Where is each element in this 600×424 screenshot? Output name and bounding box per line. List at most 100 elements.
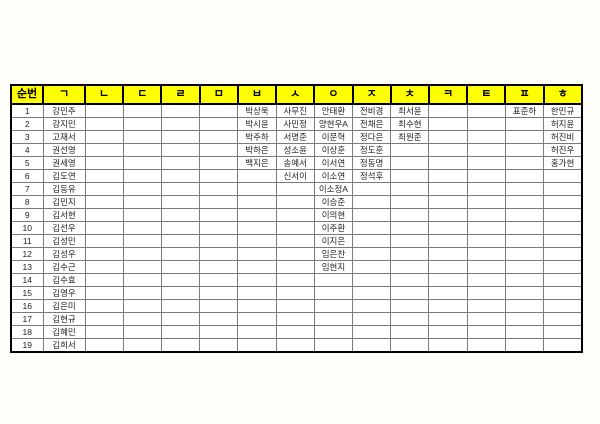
table-row: 8 김민지 이승준 (10, 195, 583, 209)
row-number-cell: 15 (10, 286, 44, 300)
name-cell (352, 299, 392, 313)
row-number-cell: 10 (10, 221, 44, 235)
name-cell (237, 286, 277, 300)
name-cell (199, 299, 239, 313)
name-cell (466, 286, 506, 300)
name-cell (352, 195, 392, 209)
column-header-consonant: ㄹ (160, 84, 201, 105)
name-cell (390, 247, 430, 261)
name-cell (390, 273, 430, 287)
name-cell: 김수근 (42, 260, 86, 274)
name-cell (122, 286, 162, 300)
name-cell (237, 195, 277, 209)
name-cell (160, 221, 201, 235)
table-row: 1 강민주 박상욱 사무진 안태환 전비경 최서윤 표준하 한민규 (10, 103, 583, 118)
name-cell (504, 169, 545, 183)
name-cell (122, 156, 162, 170)
name-cell (275, 286, 315, 300)
name-cell (160, 325, 201, 339)
name-cell (122, 143, 162, 157)
name-cell (84, 195, 124, 209)
name-cell (543, 195, 583, 209)
name-cell (390, 208, 430, 222)
name-cell: 김희서 (42, 338, 86, 353)
name-cell (466, 260, 506, 274)
name-cell: 권선영 (42, 143, 86, 157)
name-cell (466, 117, 506, 131)
name-cell (122, 312, 162, 326)
table-row: 3 고재서 박주하 서명준 이문혁 정다은 최원준 허진비 (10, 130, 583, 144)
table-row: 2 강지민 박시윤 사민정 양현우A 전채은 최수현 허지윤 (10, 117, 583, 131)
name-cell (199, 143, 239, 157)
name-cell (84, 286, 124, 300)
column-header-consonant: ㅁ (198, 84, 239, 105)
name-cell (428, 156, 468, 170)
name-cell: 김현규 (42, 312, 86, 326)
name-cell (504, 117, 545, 131)
name-cell (275, 221, 315, 235)
name-cell (199, 312, 239, 326)
name-cell: 최수현 (390, 117, 430, 131)
name-cell (543, 325, 583, 339)
name-cell: 백지은 (237, 156, 277, 170)
name-cell (275, 234, 315, 248)
column-header-consonant: ㄷ (122, 84, 163, 105)
row-number-cell: 6 (10, 169, 44, 183)
name-cell (504, 182, 545, 196)
name-cell (466, 247, 506, 261)
name-cell (504, 260, 545, 274)
name-cell (313, 312, 354, 326)
name-cell (84, 260, 124, 274)
name-cell (428, 103, 468, 118)
name-cell (428, 299, 468, 313)
name-cell (84, 130, 124, 144)
table-row: 4 권선영 박하은 성소윤 이상훈 정도훈 허진우 (10, 143, 583, 157)
name-cell: 김성우 (42, 247, 86, 261)
column-header-consonant: ㅂ (236, 84, 278, 105)
name-cell (543, 312, 583, 326)
name-cell (313, 273, 354, 287)
name-cell (199, 338, 239, 353)
name-cell: 박시윤 (237, 117, 277, 131)
name-cell (122, 169, 162, 183)
name-cell (237, 325, 277, 339)
name-cell (199, 325, 239, 339)
name-cell (543, 273, 583, 287)
name-cell (122, 208, 162, 222)
name-cell (160, 169, 201, 183)
name-cell (428, 338, 468, 353)
name-cell (237, 260, 277, 274)
name-cell (352, 221, 392, 235)
name-cell (466, 325, 506, 339)
name-cell (428, 208, 468, 222)
name-cell: 이소정A (313, 182, 354, 196)
name-cell: 최서윤 (390, 103, 430, 118)
name-cell (122, 182, 162, 196)
name-cell (122, 260, 162, 274)
name-cell (390, 182, 430, 196)
name-cell (84, 221, 124, 235)
name-cell (352, 273, 392, 287)
name-cell (199, 169, 239, 183)
name-cell: 허진비 (543, 130, 583, 144)
name-cell (237, 234, 277, 248)
name-cell: 신서이 (275, 169, 315, 183)
name-cell (199, 182, 239, 196)
name-cell (352, 260, 392, 274)
name-cell (390, 325, 430, 339)
name-cell (428, 273, 468, 287)
table-row: 6 김도연 신서이 이소연 정석후 (10, 169, 583, 183)
name-cell (199, 103, 239, 118)
name-cell (160, 143, 201, 157)
name-cell: 허진우 (543, 143, 583, 157)
name-cell (466, 143, 506, 157)
name-cell (122, 234, 162, 248)
name-cell (466, 130, 506, 144)
name-cell (275, 208, 315, 222)
name-cell (122, 338, 162, 353)
name-cell: 허지윤 (543, 117, 583, 131)
name-cell (160, 286, 201, 300)
name-cell (199, 260, 239, 274)
name-cell (543, 208, 583, 222)
